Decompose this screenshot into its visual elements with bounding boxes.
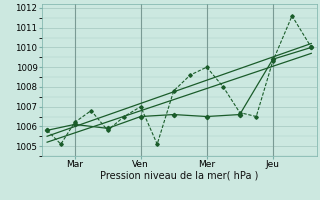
X-axis label: Pression niveau de la mer( hPa ): Pression niveau de la mer( hPa )	[100, 171, 258, 181]
